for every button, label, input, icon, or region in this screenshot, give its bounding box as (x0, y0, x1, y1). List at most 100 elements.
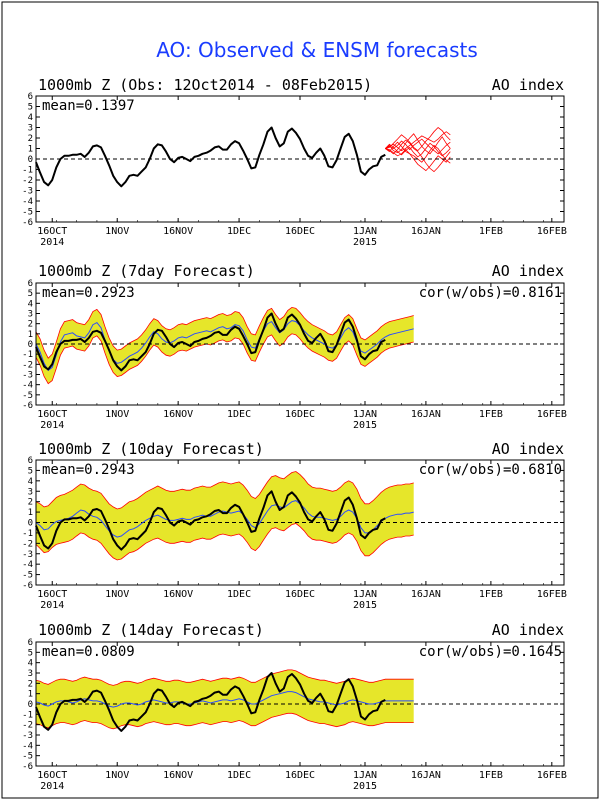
panel-title: 1000mb Z (Obs: 12Oct2014 - 08Feb2015) (38, 76, 372, 94)
observed-line (35, 672, 386, 732)
y-tick-label: 1 (28, 508, 33, 518)
y-tick-label: 0 (28, 700, 33, 710)
x-tick-label: 1DEC (227, 226, 251, 237)
ensemble-member-line (385, 133, 451, 155)
ensemble-member-line (385, 142, 451, 158)
plot-area (35, 471, 564, 561)
lower-bound-line (35, 712, 414, 730)
panel-7day-forecast: 1000mb Z (7day Forecast) AO index mean=0… (22, 262, 567, 431)
x-tick-label: 16NOV (163, 589, 193, 600)
x-tick-label: 16OCT (37, 589, 67, 600)
y-tick-label: -2 (22, 721, 33, 731)
y-tick-label: -1 (22, 350, 33, 360)
x-tick-label: 1DEC (227, 770, 251, 781)
x-tick-year-label: 2015 (353, 600, 377, 611)
spread-band (36, 669, 414, 729)
correlation-annotation: cor(w/obs)=0.8161 (419, 285, 562, 301)
x-tick-label: 1DEC (227, 589, 251, 600)
y-tick-label: 6 (28, 279, 33, 289)
y-tick-label: 6 (28, 638, 33, 648)
x-tick-label: 16OCT (37, 226, 67, 237)
x-tick-label: 16FEB (537, 409, 567, 420)
x-tick-label: 16DEC (285, 589, 315, 600)
y-tick-label: 4 (28, 113, 33, 123)
x-tick-label: 1FEB (479, 770, 503, 781)
x-tick-label: 16DEC (285, 226, 315, 237)
plot-area (35, 669, 564, 732)
x-tick-label: 16DEC (285, 409, 315, 420)
x-tick-label: 1JAN (353, 589, 377, 600)
y-tick-label: 6 (28, 456, 33, 466)
observed-line (35, 126, 386, 188)
x-tick-year-label: 2015 (353, 237, 377, 248)
x-tick-label: 1NOV (105, 226, 129, 237)
x-tick-label: 16FEB (537, 589, 567, 600)
ensemble-member-line (385, 126, 451, 152)
upper-bound-line (35, 306, 414, 359)
x-tick-label: 16NOV (163, 409, 193, 420)
y-tick-label: -4 (22, 560, 33, 570)
panel-10day-forecast: 1000mb Z (10day Forecast) AO index mean=… (22, 440, 567, 611)
y-tick-label: 4 (28, 477, 33, 487)
y-tick-label: -2 (22, 539, 33, 549)
lower-bound-line (35, 333, 414, 385)
y-tick-label: -6 (22, 762, 33, 772)
y-tick-label: -3 (22, 371, 33, 381)
x-tick-label: 1JAN (353, 770, 377, 781)
y-tick-label: 3 (28, 310, 33, 320)
x-tick-year-label: 2014 (40, 781, 64, 792)
ensemble-member-line (385, 138, 451, 155)
y-tick-label: -4 (22, 381, 33, 391)
x-tick-year-label: 2015 (353, 420, 377, 431)
x-tick-year-label: 2014 (40, 600, 64, 611)
panel-observed: 1000mb Z (Obs: 12Oct2014 - 08Feb2015) AO… (22, 76, 567, 248)
y-tick-label: 5 (28, 289, 33, 299)
x-tick-year-label: 2014 (40, 237, 64, 248)
x-tick-label: 16JAN (411, 589, 441, 600)
x-tick-label: 16OCT (37, 770, 67, 781)
x-tick-label: 1FEB (479, 409, 503, 420)
x-tick-label: 16NOV (163, 770, 193, 781)
upper-bound-line (35, 471, 414, 510)
y-tick-label: -2 (22, 176, 33, 186)
mean-annotation: mean=0.2943 (42, 462, 135, 478)
y-tick-label: 3 (28, 487, 33, 497)
panel-title: 1000mb Z (14day Forecast) (38, 621, 264, 639)
x-tick-label: 16JAN (411, 226, 441, 237)
plot-area (35, 306, 564, 385)
spread-band (36, 471, 414, 560)
x-tick-label: 1DEC (227, 409, 251, 420)
y-tick-label: 3 (28, 669, 33, 679)
x-tick-year-label: 2014 (40, 420, 64, 431)
y-tick-label: 0 (28, 155, 33, 165)
x-tick-label: 16NOV (163, 226, 193, 237)
x-tick-label: 1JAN (353, 409, 377, 420)
x-tick-label: 16JAN (411, 770, 441, 781)
x-tick-label: 16OCT (37, 409, 67, 420)
plot-area (35, 126, 564, 188)
forecast-mean-line (35, 691, 414, 708)
y-tick-label: 3 (28, 124, 33, 134)
panel-14day-forecast: 1000mb Z (14day Forecast) AO index mean=… (22, 621, 567, 792)
mean-annotation: mean=0.0809 (42, 644, 135, 660)
y-tick-label: 2 (28, 134, 33, 144)
mean-annotation: mean=0.1397 (42, 98, 135, 114)
panel-right-label: AO index (492, 621, 564, 639)
correlation-annotation: cor(w/obs)=0.1645 (419, 644, 562, 660)
panel-title: 1000mb Z (7day Forecast) (38, 262, 255, 280)
y-tick-label: 1 (28, 145, 33, 155)
x-tick-label: 1FEB (479, 226, 503, 237)
y-tick-label: -1 (22, 166, 33, 176)
y-tick-label: 2 (28, 498, 33, 508)
y-tick-label: -4 (22, 197, 33, 207)
mean-annotation: mean=0.2923 (42, 285, 135, 301)
y-tick-label: 5 (28, 648, 33, 658)
x-tick-year-label: 2015 (353, 781, 377, 792)
lower-bound-line (35, 523, 414, 561)
y-tick-label: -6 (22, 581, 33, 591)
x-tick-label: 1JAN (353, 226, 377, 237)
x-tick-label: 16DEC (285, 770, 315, 781)
y-tick-label: -5 (22, 571, 33, 581)
x-tick-label: 1NOV (105, 589, 129, 600)
